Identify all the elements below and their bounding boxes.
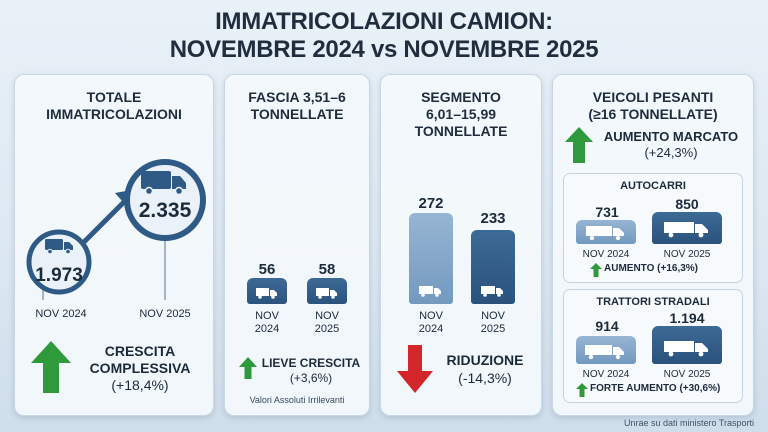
truck-icon (586, 226, 624, 241)
total-growth-pct: (+18,4%) (111, 377, 169, 393)
autocarri-value-2024: 731 (595, 204, 619, 220)
total-label-2025: NOV 2025 (139, 308, 191, 320)
total-growth-line2: COMPLESSIVA (89, 360, 191, 376)
heavy-trend-text: AUMENTO MARCATO (+24,3%) (593, 129, 749, 161)
trattori-arrow-up-icon (576, 383, 588, 397)
trattori-bar-2024 (576, 336, 636, 364)
light-label-2024-a: NOV (255, 310, 279, 322)
panel-medium-title-line2: 6,01–15,99 TONNELLATE (414, 106, 508, 139)
total-growth-line1: CRESCITA (104, 343, 176, 359)
trattori-label-2024: NOV 2024 (582, 369, 630, 380)
panel-light-trucks: FASCIA 3,51–6 TONNELLATE 56 58 NOV 2024 N… (224, 74, 370, 416)
truck-icon (664, 222, 708, 238)
panel-medium-title: SEGMENTO 6,01–15,99 TONNELLATE (381, 89, 541, 140)
panel-heavy-title: VEICOLI PESANTI (≥16 TONNELLATE) (553, 89, 753, 123)
light-label-2024: NOV 2024 (247, 310, 287, 336)
autocarri-box: AUTOCARRI 731 850 NOV 2024 NOV 2025 AUME… (563, 173, 743, 283)
truck-icon (481, 286, 503, 297)
light-label-2025-b: 2025 (314, 323, 340, 335)
medium-label-2024-b: 2024 (418, 323, 444, 335)
panel-total-title-line2: IMMATRICOLAZIONI (46, 106, 182, 122)
autocarri-trend: AUMENTO (+16,3%) (604, 263, 699, 274)
trattori-bar-2025 (652, 326, 722, 364)
light-bar-2025 (307, 278, 347, 304)
heavy-trend-label: AUMENTO MARCATO (603, 129, 739, 144)
panel-total-title: TOTALE IMMATRICOLAZIONI (15, 89, 213, 123)
light-value-2025: 58 (318, 261, 336, 278)
medium-trend-label: RIDUZIONE (446, 352, 524, 368)
medium-bar-2025 (471, 230, 515, 304)
medium-bar-2024 (409, 213, 453, 304)
heavy-arrow-up-icon (565, 127, 593, 163)
panel-heavy-title-line2: (≥16 TONNELLATE) (588, 106, 718, 122)
light-label-2025-a: NOV (315, 310, 339, 322)
light-value-2024: 56 (258, 261, 276, 278)
medium-value-2025: 233 (480, 210, 506, 227)
autocarri-bar-2024 (576, 220, 636, 244)
autocarri-arrow-up-icon (590, 263, 602, 277)
autocarri-bar-2025 (652, 212, 722, 244)
title-line-2: NOVEMBRE 2024 vs NOVEMBRE 2025 (169, 36, 599, 63)
trend-arrow-up-icon (239, 357, 257, 379)
growth-arrow-up-icon (31, 341, 71, 393)
medium-label-2025-a: NOV (481, 310, 505, 322)
trattori-trend: FORTE AUMENTO (+30,6%) (590, 383, 721, 394)
title-line-1: IMMATRICOLAZIONI CAMION: (215, 8, 553, 35)
light-bar-2024 (247, 278, 287, 304)
heavy-trend-pct: (+24,3%) (644, 145, 698, 160)
light-label-2024-b: 2024 (254, 323, 280, 335)
medium-label-2024: NOV 2024 (409, 310, 453, 336)
medium-label-2025: NOV 2025 (471, 310, 515, 336)
trattori-box: TRATTORI STRADALI 914 1.194 NOV 2024 NOV… (563, 289, 743, 403)
medium-value-2024: 272 (418, 195, 444, 212)
total-value-2025: 2.335 (138, 199, 192, 222)
light-trend-pct: (+3,6%) (289, 371, 333, 385)
infographic-title: IMMATRICOLAZIONI CAMION: NOVEMBRE 2024 v… (0, 8, 768, 64)
autocarri-label-2025: NOV 2025 (663, 249, 711, 260)
truck-icon (316, 288, 337, 299)
panel-total-title-line1: TOTALE (86, 89, 142, 105)
panel-heavy-title-line1: VEICOLI PESANTI (592, 89, 714, 105)
medium-trend-pct: (-14,3%) (458, 370, 512, 386)
light-trend-label: LIEVE CRESCITA (261, 356, 361, 370)
truck-icon (664, 341, 708, 357)
total-label-2024: NOV 2024 (35, 308, 87, 320)
truck-icon (419, 286, 441, 297)
panel-light-title: FASCIA 3,51–6 TONNELLATE (225, 89, 369, 123)
truck-icon (585, 345, 624, 360)
autocarri-title: AUTOCARRI (620, 180, 686, 192)
medium-label-2024-a: NOV (419, 310, 443, 322)
trattori-value-2024: 914 (595, 318, 619, 334)
panel-medium-title-line1: SEGMENTO (421, 89, 501, 105)
panel-light-title-line2: TONNELLATE (250, 106, 344, 122)
trattori-title: TRATTORI STRADALI (596, 296, 710, 308)
light-trend-text: LIEVE CRESCITA (+3,6%) (259, 356, 363, 386)
panel-total: TOTALE IMMATRICOLAZIONI 2.335 1.973 NOV … (14, 74, 214, 416)
medium-label-2025-b: 2025 (480, 323, 506, 335)
light-label-2025: NOV 2025 (307, 310, 347, 336)
source-note: Unrae su dati ministero Trasporti (623, 418, 754, 428)
trattori-label-2025: NOV 2025 (663, 369, 711, 380)
autocarri-label-2024: NOV 2024 (582, 249, 630, 260)
trattori-value-2025: 1.194 (669, 310, 705, 326)
panel-light-title-line1: FASCIA 3,51–6 (248, 89, 346, 105)
medium-trend-text: RIDUZIONE (-14,3%) (433, 351, 537, 387)
truck-icon (256, 288, 277, 299)
autocarri-value-2025: 850 (675, 196, 699, 212)
trend-arrow-down-icon (397, 345, 433, 393)
total-value-2024: 1.973 (35, 265, 83, 286)
panel-medium-trucks: SEGMENTO 6,01–15,99 TONNELLATE 272 233 N… (380, 74, 542, 416)
panel-heavy-trucks: VEICOLI PESANTI (≥16 TONNELLATE) AUMENTO… (552, 74, 754, 416)
total-growth-text: CRESCITA COMPLESSIVA (+18,4%) (75, 343, 205, 394)
light-note: Valori Assoluti Irrilevanti (249, 395, 345, 405)
total-growth-graphic (26, 159, 206, 300)
